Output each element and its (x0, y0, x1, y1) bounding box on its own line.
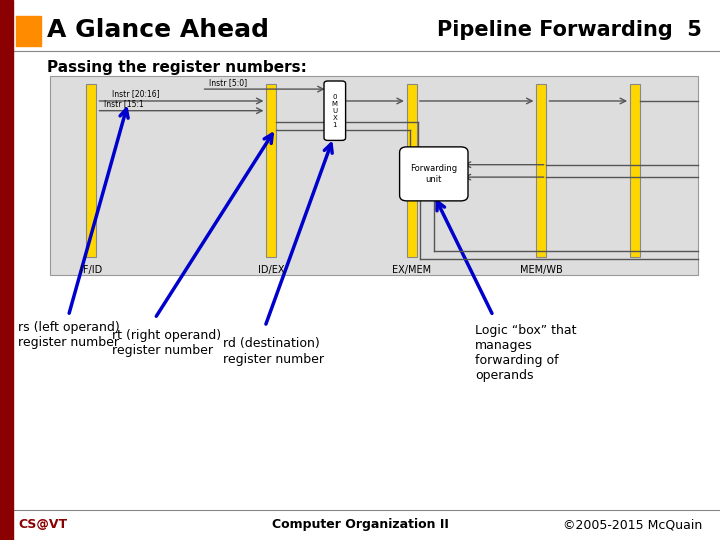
Text: Instr [20:16]: Instr [20:16] (112, 89, 159, 98)
Bar (536, 84, 546, 256)
Text: rd (destination)
register number: rd (destination) register number (223, 338, 324, 366)
Text: ID/EX: ID/EX (258, 265, 284, 275)
Text: Forwarding
unit: Forwarding unit (410, 164, 457, 184)
FancyBboxPatch shape (324, 81, 346, 140)
Bar (50, 76, 698, 275)
Text: Computer Organization II: Computer Organization II (271, 518, 449, 531)
Bar (407, 84, 417, 256)
Bar (86, 84, 96, 256)
Text: ©2005-2015 McQuain: ©2005-2015 McQuain (563, 518, 702, 531)
Text: rt (right operand)
register number: rt (right operand) register number (112, 329, 221, 357)
Bar (630, 84, 640, 256)
Text: Logic “box” that
manages
forwarding of
operands: Logic “box” that manages forwarding of o… (475, 324, 577, 382)
Bar (16, 16, 41, 46)
Text: IF/ID: IF/ID (81, 265, 102, 275)
Text: Instr [5:0]: Instr [5:0] (209, 78, 247, 87)
Text: 0
M
U
X
1: 0 M U X 1 (332, 94, 338, 127)
Text: Passing the register numbers:: Passing the register numbers: (47, 60, 307, 75)
Bar (266, 84, 276, 256)
Text: A Glance Ahead: A Glance Ahead (47, 18, 269, 42)
Text: Pipeline Forwarding  5: Pipeline Forwarding 5 (437, 19, 702, 40)
Text: Instr [15:1: Instr [15:1 (104, 99, 144, 109)
Text: CS@VT: CS@VT (18, 518, 67, 531)
Text: EX/MEM: EX/MEM (392, 265, 431, 275)
Text: rs (left operand)
register number: rs (left operand) register number (18, 321, 120, 349)
Text: MEM/WB: MEM/WB (520, 265, 563, 275)
FancyBboxPatch shape (400, 147, 468, 201)
